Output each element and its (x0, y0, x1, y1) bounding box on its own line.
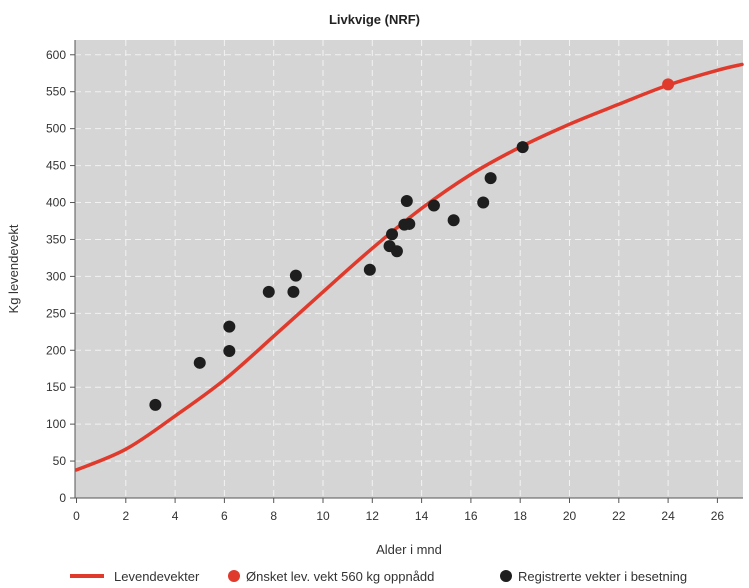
y-tick-label: 400 (46, 196, 66, 210)
y-tick-label: 150 (46, 380, 66, 394)
legend-red-dot-swatch (228, 570, 240, 582)
registered-weight-point (400, 195, 413, 208)
registered-weight-point (149, 398, 162, 411)
grid (75, 40, 743, 498)
legend-item-target: Ønsket lev. vekt 560 kg oppnådd (228, 566, 434, 586)
registered-weight-point (427, 199, 440, 212)
x-axis-label: Alder i mnd (376, 542, 442, 557)
x-tick-label: 16 (464, 509, 478, 523)
y-tick-label: 250 (46, 306, 66, 320)
x-tick-label: 4 (172, 509, 179, 523)
x-tick-label: 6 (221, 509, 228, 523)
registered-weight-point (477, 196, 490, 209)
y-tick-label: 600 (46, 48, 66, 62)
growth-curve-line (74, 62, 744, 472)
registered-weight-point (390, 245, 403, 258)
y-tick-label: 450 (46, 159, 66, 173)
legend-label-target: Ønsket lev. vekt 560 kg oppnådd (246, 568, 435, 584)
x-tick-label: 10 (316, 509, 330, 523)
y-tick-label: 300 (46, 269, 66, 283)
x-tick-label: 14 (415, 509, 429, 523)
y-tick-label: 100 (46, 417, 66, 431)
legend: Levendevekter Ønsket lev. vekt 560 kg op… (70, 566, 749, 586)
x-tick-label: 18 (514, 509, 528, 523)
registered-weight-point (403, 217, 416, 230)
data-marks (74, 62, 744, 472)
legend-label-curve: Levendevekter (114, 568, 200, 584)
registered-weight-point (447, 214, 460, 227)
registered-weight-point (289, 269, 302, 282)
y-tick-label: 50 (53, 454, 67, 468)
target-weight-point (662, 78, 675, 91)
y-tick-label: 550 (46, 85, 66, 99)
x-tick-label: 20 (563, 509, 577, 523)
legend-black-dot-swatch (500, 570, 512, 582)
registered-weight-point (262, 285, 275, 298)
y-tick-label: 0 (59, 491, 66, 505)
registered-weight-point (223, 344, 236, 357)
y-tick-label: 350 (46, 232, 66, 246)
legend-item-registered: Registrerte vekter i besetning (500, 566, 687, 586)
y-axis-label: Kg levendevekt (6, 224, 21, 313)
legend-item-curve: Levendevekter (70, 566, 199, 586)
legend-label-registered: Registrerte vekter i besetning (518, 568, 688, 584)
x-tick-label: 12 (366, 509, 380, 523)
registered-weight-point (223, 320, 236, 333)
y-tick-label: 500 (46, 122, 66, 136)
registered-weight-point (287, 285, 300, 298)
plot-background (75, 40, 743, 498)
registered-weight-point (484, 172, 497, 185)
x-tick-label: 2 (122, 509, 129, 523)
x-tick-label: 26 (711, 509, 725, 523)
x-tick-label: 22 (612, 509, 626, 523)
registered-weight-point (193, 356, 206, 369)
registered-weight-point (363, 263, 376, 276)
x-tick-label: 0 (73, 509, 80, 523)
registered-weight-point (516, 141, 529, 154)
registered-weight-point (386, 228, 399, 241)
x-tick-label: 8 (270, 509, 277, 523)
chart-title: Livkvige (NRF) (328, 12, 420, 27)
x-tick-label: 24 (661, 509, 675, 523)
legend-line-swatch (70, 574, 104, 578)
y-tick-label: 200 (46, 343, 66, 357)
